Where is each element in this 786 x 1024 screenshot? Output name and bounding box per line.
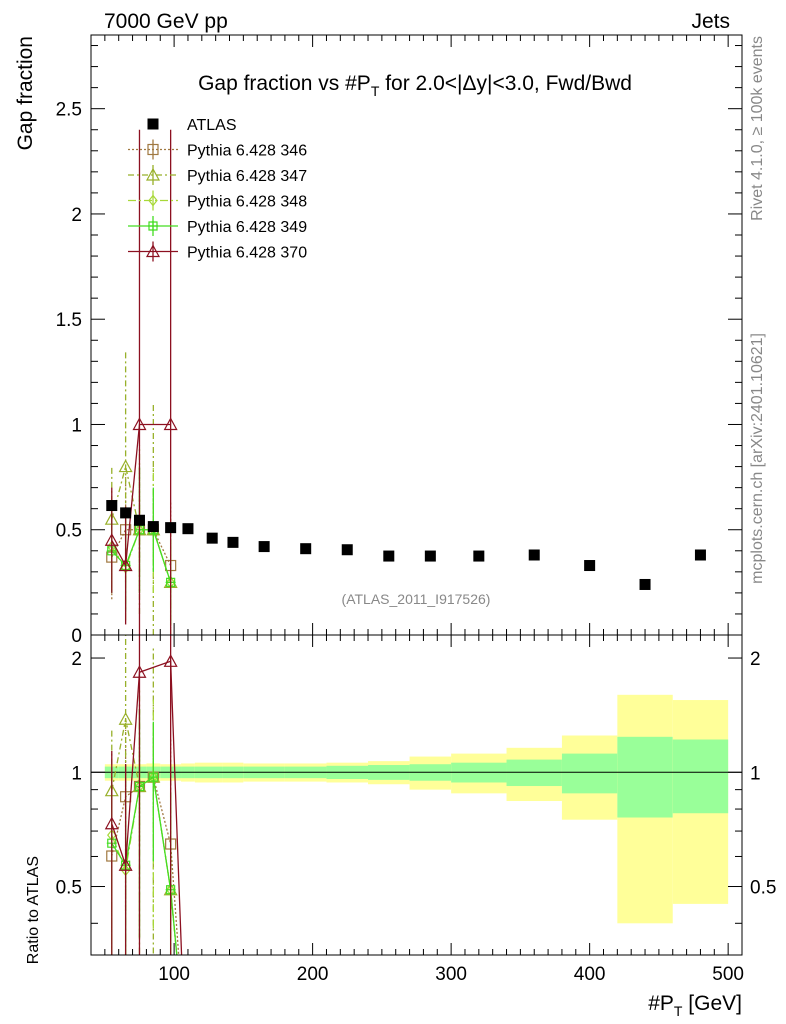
atlas-data-point — [258, 541, 270, 553]
atlas-data-point — [528, 549, 540, 561]
mc-series-2 — [104, 350, 178, 635]
atlas-data-point — [227, 536, 239, 548]
atlas-data-point — [584, 560, 596, 572]
x-tick-label: 400 — [574, 964, 606, 985]
mc-point — [163, 417, 178, 431]
legend: ATLAS Pythia 6.428 346 Pythia 6.428 347 Pyt… — [128, 117, 307, 262]
legend-entry: ATLAS — [147, 117, 237, 134]
mc-ratio-line — [111, 776, 180, 955]
mc-ratio-point — [104, 816, 119, 830]
legend-entry: Pythia 6.428 348 — [128, 190, 307, 211]
legend-marker — [148, 221, 158, 231]
atlas-data-point — [473, 550, 485, 562]
atlas-data-point — [424, 550, 436, 562]
atlas-data-point — [383, 550, 395, 562]
ratio-y-tick-label: 1 — [71, 763, 82, 784]
y-axis-label: Gap fraction — [14, 36, 37, 150]
atlas-data-point — [182, 523, 194, 535]
legend-entry: Pythia 6.428 349 — [128, 216, 307, 236]
atlas-data-point — [147, 521, 159, 533]
ratio-plot-area — [104, 635, 183, 955]
x-axis-label: #PT [GeV] — [648, 992, 742, 1019]
analysis-id-watermark: (ATLAS_2011_I917526) — [342, 591, 491, 607]
mc-series-1 — [106, 477, 177, 629]
atlas-data-point — [206, 532, 218, 544]
ratio-y-tick-label: 2 — [71, 649, 82, 670]
atlas-data-point — [694, 549, 706, 561]
mc-series-line — [111, 423, 171, 568]
mc-point — [118, 459, 133, 473]
mc-ratio-line — [111, 776, 178, 955]
y-tick-label: 1.5 — [56, 310, 82, 331]
mc-point — [104, 533, 119, 546]
legend-label: Pythia 6.428 370 — [187, 245, 307, 262]
legend-label: ATLAS — [187, 117, 237, 134]
x-tick-label: 300 — [435, 964, 467, 985]
mcplots-label: mcplots.cern.ch [arXiv:2401.10621] — [749, 333, 766, 584]
mc-point — [118, 558, 133, 572]
legend-marker — [148, 194, 158, 207]
x-tick-label: 500 — [712, 964, 744, 985]
ratio-y-tick-label: 0.5 — [56, 878, 82, 899]
ratio-y-tick-label-right: 2 — [750, 649, 761, 670]
legend-entry: Pythia 6.428 370 — [128, 241, 307, 262]
legend-label: Pythia 6.428 346 — [187, 143, 307, 160]
legend-label: Pythia 6.428 349 — [187, 219, 307, 236]
legend-entry: Pythia 6.428 347 — [128, 165, 307, 185]
legend-label: Pythia 6.428 347 — [187, 168, 307, 185]
mc-ratio-point — [118, 712, 133, 725]
legend-marker — [147, 143, 159, 156]
legend-label: Pythia 6.428 348 — [187, 194, 307, 211]
legend-marker — [145, 244, 161, 258]
atlas-data-point — [133, 514, 145, 526]
legend-entry: Pythia 6.428 346 — [128, 139, 307, 160]
ratio-uncertainty-bands — [91, 694, 742, 924]
mc-ratio-series-5 — [104, 635, 183, 955]
atlas-data-point — [341, 544, 353, 556]
y-tick-label: 0 — [71, 626, 82, 647]
mc-ratio-line — [111, 660, 183, 955]
ratio-plot-frame — [90, 634, 743, 956]
atlas-data-points — [106, 500, 706, 590]
legend-marker — [147, 118, 159, 130]
mc-point — [132, 417, 147, 431]
ratio-band-green — [506, 759, 562, 787]
axes: 100 200 300 400 500 0 0.5 1 1.5 2 2.5 0.5 0.5 1 1 2 2 — [56, 35, 776, 985]
ratio-band-green — [561, 753, 618, 794]
ratio-y-axis-label: Ratio to ATLAS — [25, 856, 42, 964]
y-tick-label: 2 — [71, 205, 82, 226]
x-tick-label: 200 — [297, 964, 329, 985]
chart-title: Gap fraction vs #PT for 2.0<|Δy|<3.0, Fw… — [198, 72, 632, 99]
main-plot-area — [104, 129, 706, 635]
ratio-band-green — [672, 739, 729, 814]
atlas-data-point — [300, 543, 312, 555]
x-tick-label: 100 — [158, 964, 190, 985]
rivet-version-label: Rivet 4.1.0, ≥ 100k events — [749, 36, 766, 221]
header-process-label: Jets — [691, 10, 730, 33]
mc-series-5 — [104, 129, 178, 635]
y-tick-label: 1 — [71, 415, 82, 436]
y-tick-label: 2.5 — [56, 100, 82, 121]
legend-marker — [145, 167, 161, 181]
y-tick-label: 0.5 — [56, 521, 82, 542]
ratio-y-tick-label-right: 0.5 — [750, 878, 776, 899]
mc-ratio-line — [111, 776, 178, 955]
mc-ratio-point — [118, 857, 133, 871]
header-energy-label: 7000 GeV pp — [104, 10, 228, 33]
atlas-data-point — [639, 578, 651, 590]
atlas-data-point — [120, 507, 132, 519]
atlas-data-point — [165, 522, 177, 534]
ratio-y-tick-label-right: 1 — [750, 763, 761, 784]
ratio-band-green — [617, 736, 673, 818]
atlas-data-point — [106, 500, 118, 512]
